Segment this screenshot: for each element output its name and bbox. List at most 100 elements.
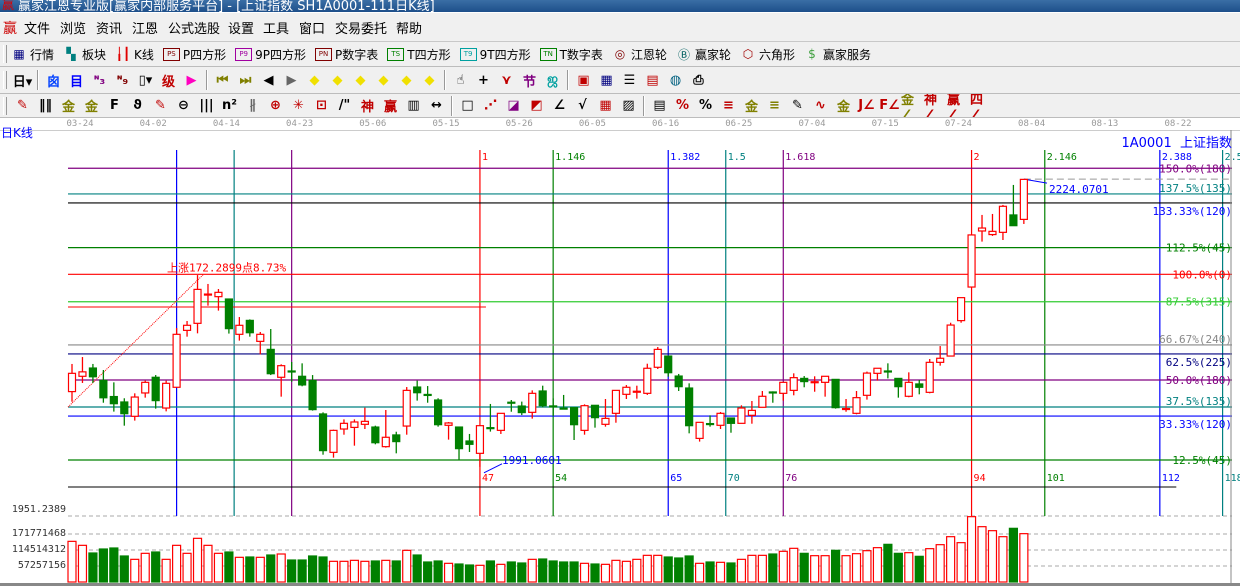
span-icon[interactable]: ↔ (431, 98, 442, 113)
sector-button[interactable]: ▚ 板块 (63, 46, 106, 63)
gold-circle-icon[interactable]: 金 (744, 100, 758, 115)
winner-wheel-button[interactable]: Ⓑ 赢家轮 (676, 46, 731, 63)
vertical-lines-icon[interactable]: ||| (199, 98, 214, 113)
shen-angle-icon[interactable]: 神∠ (924, 94, 938, 118)
menu-gann[interactable]: 江恩 (132, 22, 159, 37)
square-fan-icon[interactable]: ◪ (507, 98, 520, 113)
period-label[interactable]: 日K线 (1, 126, 33, 140)
ps-button[interactable]: PS P四方形 (162, 46, 226, 63)
menu-help[interactable]: 帮助 (396, 22, 423, 37)
section-icon[interactable]: 节 (522, 74, 536, 90)
flag-icon[interactable]: ▶ (186, 72, 197, 88)
f-lines-icon[interactable]: F (110, 98, 119, 113)
tn-button[interactable]: TN T数字表 (539, 46, 603, 63)
grid-icon[interactable]: ▦ (599, 98, 612, 113)
shen-icon[interactable]: 神 (360, 100, 374, 115)
toolbar-grip[interactable] (3, 45, 7, 63)
menu-formula-screen[interactable]: 公式选股 (168, 22, 221, 37)
menu-file[interactable]: 文件 (24, 22, 51, 37)
crosshair-icon[interactable]: + (478, 72, 489, 88)
candle-dropdown-icon[interactable]: ▯▾ (138, 72, 153, 88)
save-icon[interactable]: ▤ (646, 72, 659, 88)
menu-tools[interactable]: 工具 (263, 22, 290, 37)
percent-levels-icon[interactable]: ≡ (723, 98, 734, 113)
gold-lines-2-icon[interactable]: 金 (84, 100, 98, 115)
f-angle-icon[interactable]: F∠ (879, 98, 900, 113)
pen-bar-icon[interactable]: ✎ (792, 98, 803, 113)
ruler-icon[interactable]: ▥ (407, 98, 420, 113)
n9-icon[interactable]: ᶰ₉ (116, 72, 129, 88)
angle-icon[interactable]: ∦ (249, 98, 256, 113)
gold-bar-icon[interactable]: 金 (836, 100, 850, 115)
last-icon[interactable]: ⏭ (239, 72, 252, 88)
fan-icon[interactable]: ⋰ (484, 98, 497, 113)
ts-button[interactable]: TS T四方形 (387, 46, 451, 63)
p9-button[interactable]: P9 9P四方形 (235, 46, 306, 63)
dollar-button[interactable]: $ 赢家服务 (804, 46, 871, 63)
menu-trading[interactable]: 交易委托 (335, 22, 388, 37)
calendar-icon[interactable]: ▣ (577, 72, 590, 88)
square-target-icon[interactable]: ⊡ (316, 98, 327, 113)
gann-wheel-button[interactable]: ◎ 江恩轮 (612, 46, 667, 63)
four-angle-icon[interactable]: 四∠ (970, 94, 984, 118)
hexagon-button[interactable]: ⬡ 六角形 (740, 46, 795, 63)
percent-line-icon[interactable]: % (675, 98, 690, 113)
table-icon[interactable]: ▤ (653, 98, 666, 113)
t9-button[interactable]: T9 9T四方形 (459, 46, 531, 63)
menu-browse[interactable]: 浏览 (60, 22, 87, 37)
prev-icon[interactable]: ◀ (263, 72, 274, 88)
gold-lines-icon[interactable]: 金 (61, 100, 75, 115)
window-icon[interactable]: 囪 (46, 74, 60, 90)
diamond-left-icon[interactable]: ◆ (309, 72, 320, 88)
diamond-expand-icon[interactable]: ◆ (355, 72, 366, 88)
web-icon[interactable]: ✳ (293, 98, 304, 113)
market-button[interactable]: ▦ 行情 (11, 46, 54, 63)
menu-logo-icon[interactable]: 赢 (3, 21, 17, 37)
ying-angle-icon[interactable]: 赢∠ (947, 94, 961, 118)
angle-fan-icon[interactable]: ∠ (553, 98, 566, 113)
grid-lines-icon[interactable]: ‖‖ (39, 98, 52, 113)
hand-icon[interactable]: ☝ (456, 72, 465, 88)
gold-angle-icon[interactable]: 金∠ (901, 94, 915, 118)
pn-button[interactable]: PN P数字表 (315, 46, 378, 63)
diamond-vertical-icon[interactable]: ◆ (424, 72, 435, 88)
j-angle-icon[interactable]: J∠ (858, 98, 875, 113)
globe-icon[interactable]: ◍ (669, 72, 682, 88)
toolbar-grip[interactable] (3, 96, 7, 115)
ying-icon[interactable]: 赢 (383, 100, 397, 115)
first-icon[interactable]: ⏮ (216, 72, 229, 88)
document-icon[interactable]: 目 (69, 74, 83, 90)
chart-tool-icon[interactable]: ஜ (547, 72, 558, 87)
v-icon[interactable]: √ (578, 98, 587, 113)
wave-icon[interactable]: ∿ (815, 98, 826, 113)
menu-settings[interactable]: 设置 (228, 22, 255, 37)
arc-icon[interactable]: ⊖ (178, 98, 189, 113)
toolbar-grip[interactable] (3, 71, 7, 89)
square-fan-2-icon[interactable]: ◩ (530, 98, 543, 113)
gold-levels-icon[interactable]: ≡ (769, 98, 780, 113)
pen-lines-icon[interactable]: ✎ (155, 98, 166, 113)
menu-news[interactable]: 资讯 (96, 22, 123, 37)
percent-icon[interactable]: % (698, 98, 713, 113)
line-tool-icon[interactable]: ⋎ (501, 72, 512, 88)
kline-button[interactable]: ╽┃ K线 (115, 46, 154, 63)
notes-icon[interactable]: ☰ (623, 72, 636, 88)
diamond-cross-icon[interactable]: ◆ (401, 72, 412, 88)
n3-icon[interactable]: ᶰ₃ (93, 72, 106, 88)
diamond-shrink-icon[interactable]: ◆ (378, 72, 389, 88)
slash-lines-icon[interactable]: /" (338, 98, 351, 113)
n2-icon[interactable]: n² (222, 98, 237, 113)
box-icon[interactable]: □ (461, 98, 474, 113)
level-icon[interactable]: 级 (161, 74, 175, 90)
next-icon[interactable]: ▶ (286, 72, 297, 88)
printer-icon[interactable]: ⎙ (693, 72, 704, 88)
calculator-icon[interactable]: ▦ (600, 72, 613, 88)
spiral-lines-icon[interactable]: ϑ (133, 98, 142, 113)
period-day-dropdown[interactable]: 日▾ (12, 74, 33, 90)
hatch-icon[interactable]: ▨ (622, 98, 635, 113)
menu-window[interactable]: 窗口 (299, 22, 326, 37)
target-icon[interactable]: ⊕ (270, 98, 281, 113)
pen-icon[interactable]: ✎ (17, 98, 28, 113)
diamond-right-icon[interactable]: ◆ (332, 72, 343, 88)
